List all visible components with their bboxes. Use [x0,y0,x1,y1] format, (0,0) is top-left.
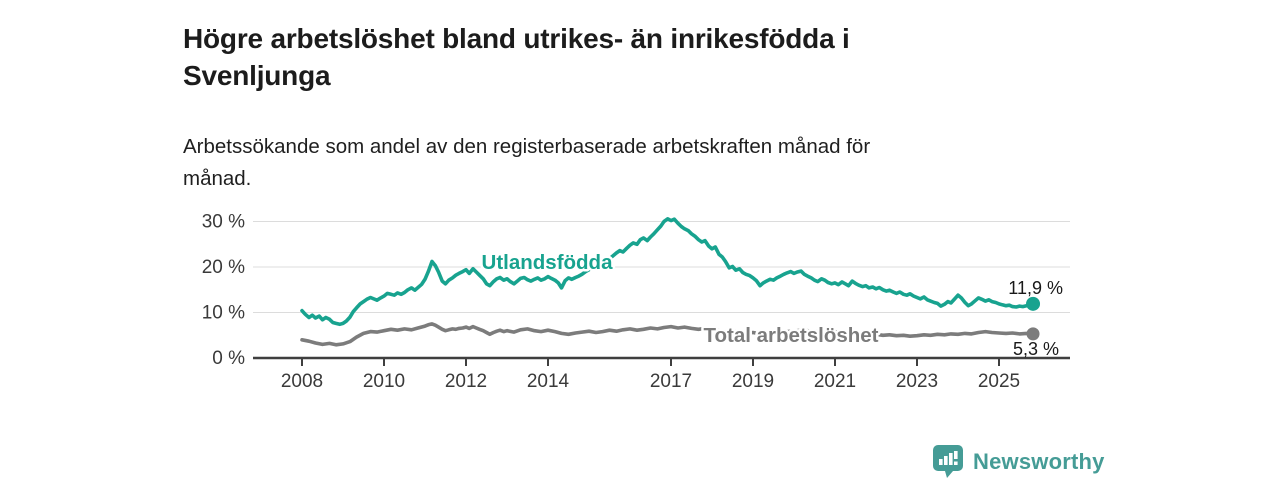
x-axis-tick-label: 2025 [978,371,1020,392]
x-axis-tick-label: 2010 [363,371,405,392]
x-axis-tick-label: 2019 [732,371,774,392]
chart-title: Högre arbetslöshet bland utrikes- än inr… [183,22,850,91]
y-axis-tick-label: 10 % [202,303,245,324]
chart-subtitle: Arbetssökande som andel av den registerb… [183,134,871,191]
newsworthy-barchart-pin-icon [933,445,963,478]
series-end-value-label: 11,9 % [1008,278,1063,298]
series-line-total-arbetsl-shet [300,322,1035,347]
y-axis-tick-label: 0 % [212,348,245,369]
x-axis-tick-label: 2012 [445,371,487,392]
series-end-value-label: 5,3 % [1013,339,1059,359]
series-label-utlandsfodda: Utlandsfödda [482,251,614,274]
y-axis-tick-label: 30 % [202,212,245,233]
y-axis-tick-label: 20 % [202,257,245,278]
x-axis-tick-label: 2008 [281,371,323,392]
series-label-total-arbetsloshet: Total arbetslöshet [703,324,878,347]
x-axis-tick-label: 2021 [814,371,856,392]
x-axis-tick-label: 2014 [527,371,570,392]
series-line-utlandsf-dda [300,217,1035,327]
x-axis-tick-label: 2023 [896,371,938,392]
x-axis-tick-label: 2017 [650,371,692,392]
newsworthy-logo: Newsworthy [933,445,1105,478]
series-end-dot [1026,327,1040,341]
series-end-dot [1026,296,1041,311]
newsworthy-brand-name: Newsworthy [973,448,1105,474]
